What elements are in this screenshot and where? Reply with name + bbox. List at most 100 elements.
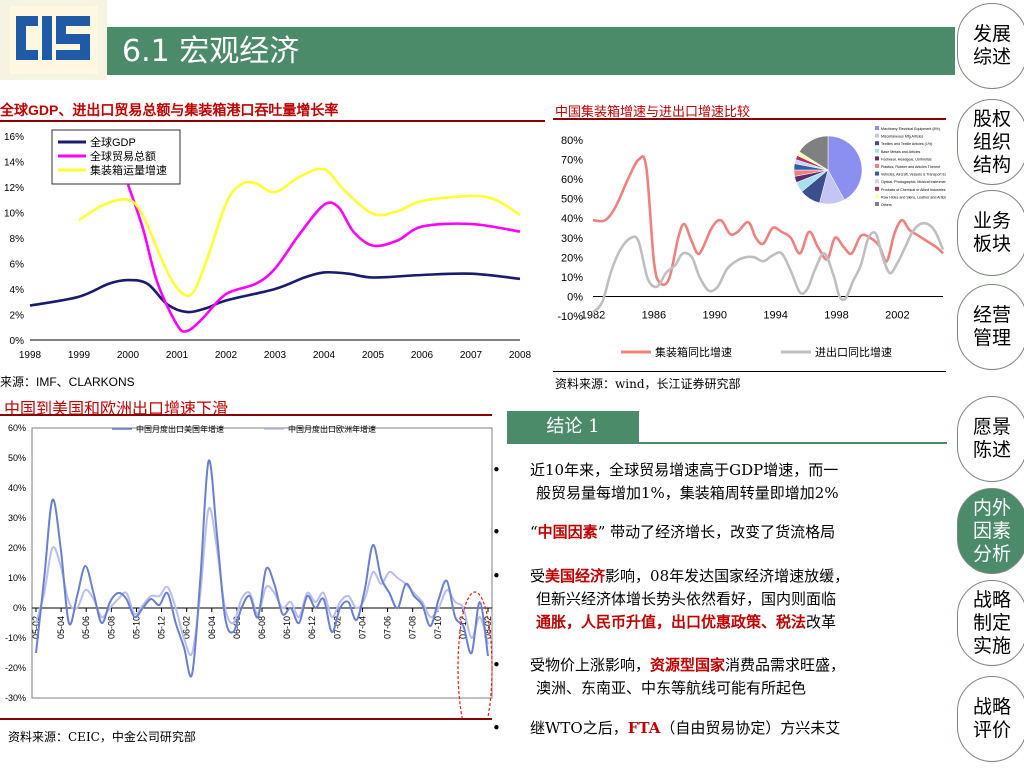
highlight-text: 中国因素 xyxy=(537,523,598,541)
chart2-ytick-label: 70% xyxy=(561,155,583,167)
bullet-text: 受物价上涨影响， xyxy=(530,656,651,674)
chart2-pie-legend-label: Machinery Electrical Equipment (8%) xyxy=(881,127,940,131)
chart2-xtick-label: 1998 xyxy=(824,309,848,321)
chart1: 0% 2% 4% 6% 8% 10% 12% 14% 16% 1998 1999 2000 2001 20… xyxy=(4,129,532,361)
chart1-xtick-label: 1999 xyxy=(68,350,91,361)
chart1-xtick-label: 2000 xyxy=(117,350,140,361)
chart1-series-line-1 xyxy=(126,184,521,333)
company-logo xyxy=(0,0,107,80)
chart3-legend-label: 中国月度出口欧洲年增速 xyxy=(288,424,376,434)
chart2-title: 中国集装箱增速与进出口增速比较 xyxy=(555,105,751,120)
chart2-pie-slice xyxy=(827,135,863,201)
bullet-text: 近10年来，全球贸易增速高于GDP增速，而一 xyxy=(530,461,839,479)
bullet-dot: • xyxy=(492,656,501,674)
chart3-xtick-label: 05-02 xyxy=(31,616,41,639)
chart2-pie-legend-label: Others xyxy=(881,203,892,207)
chart2-ytick-label: 60% xyxy=(561,174,583,186)
chart2-pie-legend-label: Raw Hides and Skins, Leather and Article… xyxy=(881,195,946,199)
bullet-dot: • xyxy=(492,567,501,585)
chart3-legend: 中国月度出口美国年增速 中国月度出口欧洲年增速 xyxy=(112,424,376,434)
chart3-plot-frame xyxy=(31,427,493,699)
chart2-ytick-label: 20% xyxy=(561,252,583,264)
chart2-pie-legend-swatch xyxy=(875,148,879,153)
chart1-xtick-label: 2005 xyxy=(362,350,385,361)
nav-item-5[interactable]: 内外 因素 分析 xyxy=(957,488,1024,574)
chart1-ytick-label: 2% xyxy=(10,311,25,322)
chart2-pie-legend-label: Vehicles, Aircraft, Vessels & Transport … xyxy=(881,173,946,177)
chart3-xtick-label: 06-12 xyxy=(307,616,317,639)
nav-item-3[interactable]: 经营 管理 xyxy=(957,284,1024,370)
chart2-pie-legend-swatch xyxy=(875,171,879,176)
chart1-ytick-label: 16% xyxy=(4,132,24,143)
bullet-text: ” 带动了经济增长，改变了货流格局 xyxy=(597,523,836,541)
chart3-xtick-label: 07-04 xyxy=(357,616,367,639)
chart1-xtick-label: 1998 xyxy=(19,350,42,361)
chart1-series-line-0 xyxy=(29,270,521,314)
nav-item-0[interactable]: 发展 综述 xyxy=(957,3,1024,89)
chart2-source: 资料来源：wind，长江证券研究部 xyxy=(555,377,741,391)
chart3-ytick-label: 10% xyxy=(8,573,26,583)
nav-item-6[interactable]: 战略 制定 实施 xyxy=(957,580,1024,666)
conclusion-bullet: • “中国因素” 带动了经济增长，改变了货流格局 xyxy=(492,521,962,544)
conclusion-bullet: • 受美国经济影响，08年发达国家经济增速放缓， 但新兴经济体增长势头依然看好，国内… xyxy=(492,565,962,634)
chart2-xtick-label: 1994 xyxy=(763,309,787,321)
chart3-ytick-label: 40% xyxy=(8,483,26,493)
chart3-xtick-label: 06-06 xyxy=(232,616,242,639)
conclusion-bullet: • 继WTO之后，FTA（自由贸易协定）方兴未艾 xyxy=(492,717,962,740)
conclusion-bullet: • 近10年来，全球贸易增速高于GDP增速，而一 般贸易量每增加1%，集装箱周转量即… xyxy=(492,459,962,505)
chart3-series-line-0 xyxy=(35,459,489,678)
bullet-text: （自由贸易协定）方兴未艾 xyxy=(660,719,841,737)
conclusion-rule xyxy=(507,442,947,444)
chart2-pie-legend-label: Base Metals and Articles xyxy=(881,150,921,154)
chart1-ytick-label: 8% xyxy=(10,234,25,245)
chart2-ytick-label: -10% xyxy=(557,311,583,323)
nav-item-7[interactable]: 战略 评价 xyxy=(957,676,1024,762)
chart2-series-line-1 xyxy=(592,221,945,314)
chart3-xtick-label: 07-08 xyxy=(408,616,418,639)
chart3-xtick-label: 06-08 xyxy=(257,616,267,639)
chart1-xtick-label: 2004 xyxy=(313,350,336,361)
chart2-pie-legend-swatch xyxy=(875,202,879,206)
nav-item-2[interactable]: 业务 板块 xyxy=(957,190,1024,276)
chart1-legend-box xyxy=(51,129,181,185)
chart3: -30% -20% -10% 0% 10% 20% 30% 40% 50% 60% 05-02 05-… xyxy=(5,423,493,718)
chart1-xtick-label: 2003 xyxy=(264,350,287,361)
chart1-ytick-label: 12% xyxy=(4,183,24,194)
chart3-xtick-label: 07-10 xyxy=(433,616,443,639)
chart2-inset-pie: Machinery Electrical Equipment (8%) Misce… xyxy=(793,126,946,207)
chart2-legend-label: 集装箱同比增速 xyxy=(655,345,732,359)
bullet-dot: • xyxy=(492,523,501,541)
chart3-xtick-label: 07-02 xyxy=(332,616,342,639)
chart3-ytick-label: -30% xyxy=(5,693,26,703)
chart1-legend-label: 全球贸易总额 xyxy=(90,149,156,163)
nav-item-4[interactable]: 愿景 陈述 xyxy=(957,396,1024,482)
chart3-xtick-label: 08-02 xyxy=(483,616,493,639)
bullet-text: 但新兴经济体增长势头依然看好，国内则面临 xyxy=(536,590,837,608)
chart3-ytick-label: -20% xyxy=(5,663,26,673)
chart2-pie-legend-swatch xyxy=(875,133,879,138)
chart3-highlight-ellipse xyxy=(457,591,493,718)
chart2-pie-legend-label: Products of Chemical or Allied Industrie… xyxy=(881,188,946,192)
bullet-text: 澳洲、东南亚、中东等航线可能有所起色 xyxy=(536,679,807,697)
nav-item-1[interactable]: 股权 组织 结构 xyxy=(957,99,1024,185)
highlight-text: 资源型国家 xyxy=(650,656,726,674)
chart3-legend-label: 中国月度出口美国年增速 xyxy=(136,424,224,434)
chart1-xtick-label: 2006 xyxy=(411,350,434,361)
chart3-ytick-label: 0% xyxy=(13,603,26,613)
chart3-ytick-label: 60% xyxy=(8,423,26,433)
chart1-ytick-label: 6% xyxy=(10,260,25,271)
chart2-pie-legend-swatch xyxy=(875,156,879,161)
chart2-pie-legend-swatch xyxy=(875,179,879,184)
conclusion-bullet: • 受物价上涨影响，资源型国家消费品需求旺盛， 澳洲、东南亚、中东等航线可能有所起色 xyxy=(492,654,962,700)
title-bar xyxy=(107,27,955,75)
chart3-title-rule xyxy=(0,414,492,416)
chart1-ytick-label: 10% xyxy=(4,209,24,220)
chart2-ytick-label: 50% xyxy=(561,194,583,206)
conclusion-label: 结论 1 xyxy=(507,411,639,442)
chart1-xtick-label: 2002 xyxy=(215,350,238,361)
highlight-text: 通胀，人民币升值，出口优惠政策、税法 xyxy=(536,613,807,631)
chart3-xtick-label: 05-04 xyxy=(56,616,66,639)
chart1-xtick-label: 2001 xyxy=(166,350,189,361)
chart3-xtick-label: 06-02 xyxy=(182,616,192,639)
